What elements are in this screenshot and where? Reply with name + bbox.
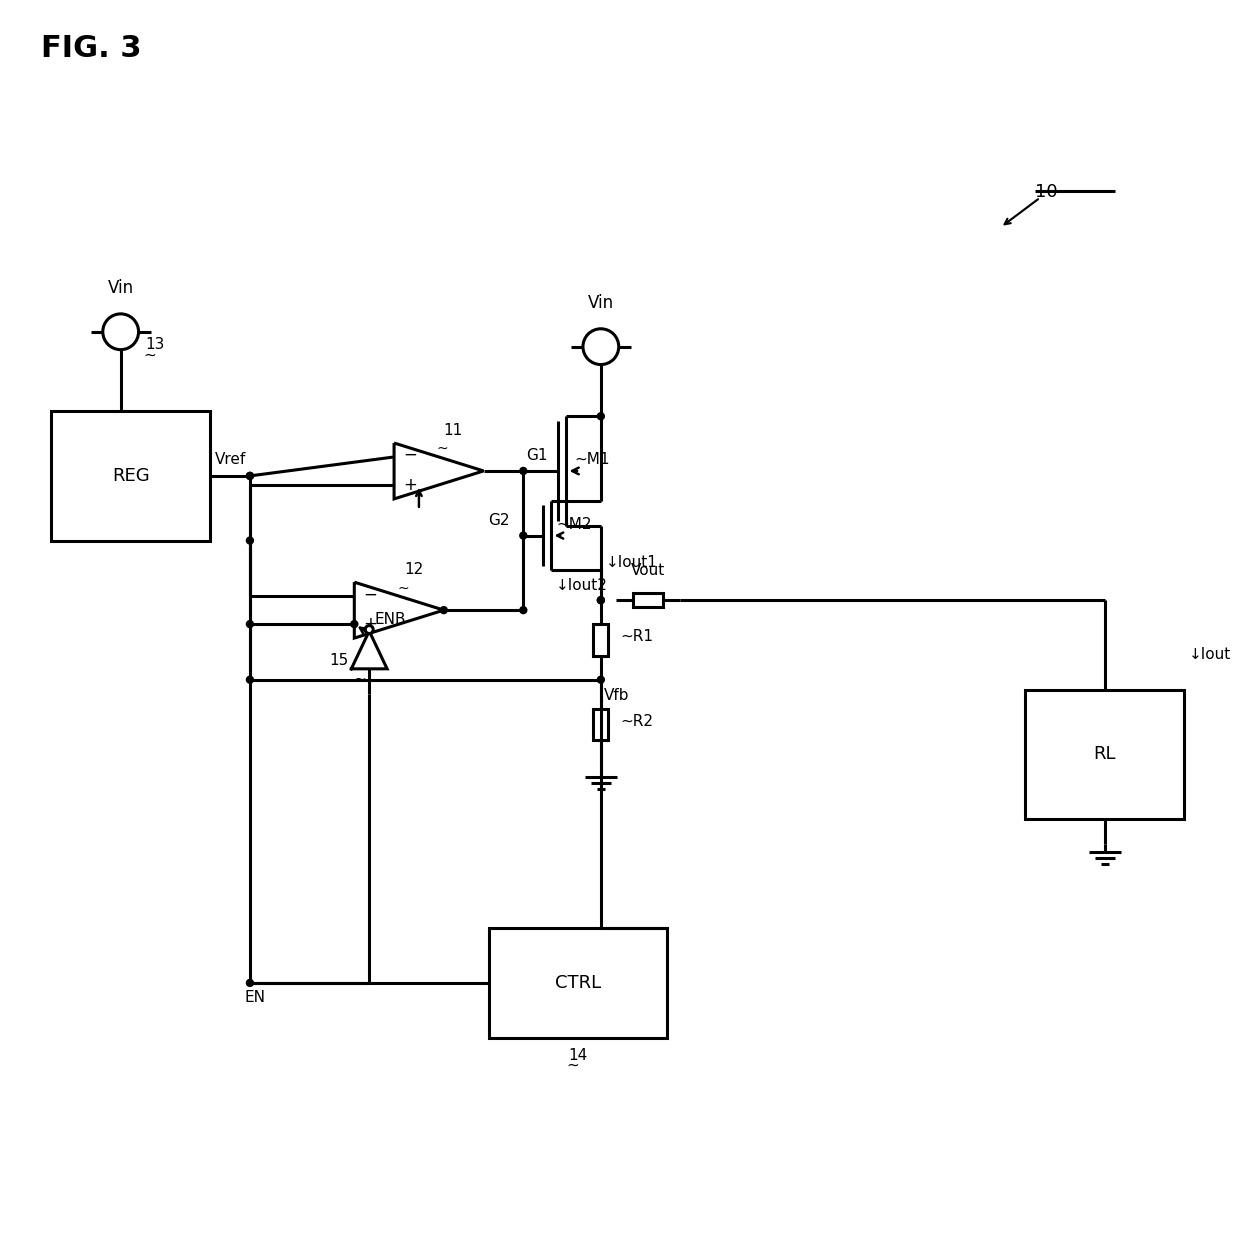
Bar [594, 708, 609, 741]
Text: ↓Iout1: ↓Iout1 [606, 556, 657, 571]
Text: RL: RL [1094, 745, 1116, 764]
Text: ~M1: ~M1 [574, 452, 610, 467]
Text: ↓Iout2: ↓Iout2 [556, 578, 608, 592]
Circle shape [103, 314, 139, 350]
Circle shape [247, 537, 253, 544]
Text: ~: ~ [397, 581, 409, 595]
Bar [634, 593, 663, 607]
Text: G1: G1 [526, 449, 548, 462]
Text: Vin: Vin [108, 278, 134, 297]
Text: ~: ~ [144, 348, 156, 363]
Circle shape [440, 606, 448, 614]
Bar [489, 929, 667, 1037]
Circle shape [598, 677, 604, 683]
Text: 10: 10 [1035, 183, 1058, 200]
Text: −: − [403, 446, 417, 464]
Text: Vfb: Vfb [604, 688, 630, 703]
Bar [51, 411, 210, 541]
Circle shape [520, 532, 527, 539]
Text: ~R2: ~R2 [621, 714, 653, 730]
Text: 13: 13 [145, 336, 165, 352]
Circle shape [247, 472, 253, 479]
Text: G2: G2 [489, 513, 510, 528]
Text: ~: ~ [436, 442, 449, 456]
Text: 11: 11 [444, 423, 463, 438]
Circle shape [366, 625, 373, 634]
Circle shape [247, 979, 253, 987]
Text: ~M2: ~M2 [556, 517, 591, 532]
Text: ↓Iout: ↓Iout [1189, 648, 1231, 663]
Text: Vref: Vref [215, 452, 247, 467]
Text: REG: REG [112, 467, 150, 485]
Circle shape [520, 606, 527, 614]
Circle shape [598, 597, 604, 604]
Bar [1025, 689, 1184, 819]
Text: ~: ~ [353, 672, 366, 687]
Text: Vin: Vin [588, 294, 614, 312]
Text: ~: ~ [567, 1057, 579, 1072]
Text: +: + [363, 615, 377, 633]
Text: ENB: ENB [374, 612, 405, 627]
Circle shape [598, 413, 604, 420]
Text: CTRL: CTRL [556, 974, 601, 992]
Text: EN: EN [244, 990, 265, 1005]
Circle shape [247, 472, 253, 479]
Text: Vout: Vout [631, 563, 665, 578]
Bar [594, 624, 609, 656]
Text: 12: 12 [404, 562, 423, 577]
Circle shape [351, 621, 358, 627]
Circle shape [247, 621, 253, 627]
Circle shape [520, 467, 527, 475]
Text: +: + [403, 476, 417, 494]
Text: FIG. 3: FIG. 3 [41, 34, 141, 63]
Text: ~R1: ~R1 [621, 630, 653, 644]
Text: 15: 15 [329, 654, 348, 668]
Circle shape [598, 597, 604, 604]
Circle shape [583, 329, 619, 364]
Text: −: − [363, 585, 377, 604]
Circle shape [247, 677, 253, 683]
Text: 14: 14 [568, 1047, 588, 1062]
